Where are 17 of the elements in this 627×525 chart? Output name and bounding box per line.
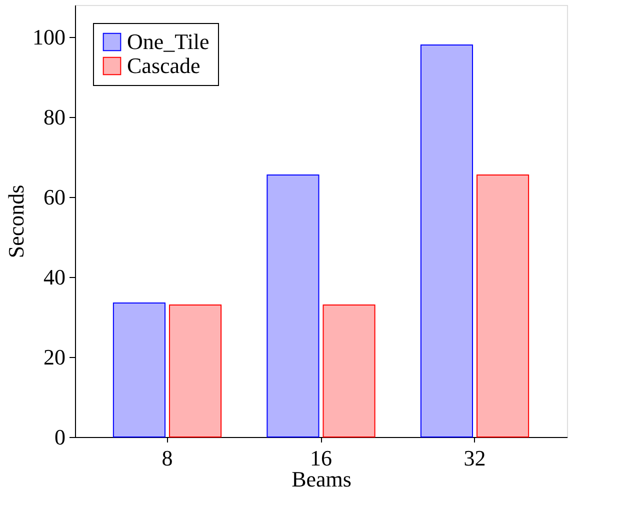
legend-label: One_Tile — [127, 29, 210, 54]
legend-label: Cascade — [127, 53, 200, 78]
x-tick-label: 32 — [464, 446, 486, 470]
y-tick-label: 40 — [44, 264, 66, 290]
bar — [266, 174, 320, 438]
y-tick-label: 100 — [32, 24, 66, 50]
bar — [112, 302, 166, 438]
bar — [476, 174, 530, 438]
y-tick-label: 0 — [54, 424, 66, 450]
y-tick-label: 80 — [44, 104, 66, 130]
bar — [420, 44, 474, 438]
x-tick-label: 8 — [162, 446, 173, 470]
y-tick-label: 60 — [44, 184, 66, 210]
bar — [322, 304, 376, 438]
bar — [168, 304, 222, 438]
y-axis-title: Seconds — [4, 184, 28, 258]
y-tick-label: 20 — [44, 344, 66, 370]
